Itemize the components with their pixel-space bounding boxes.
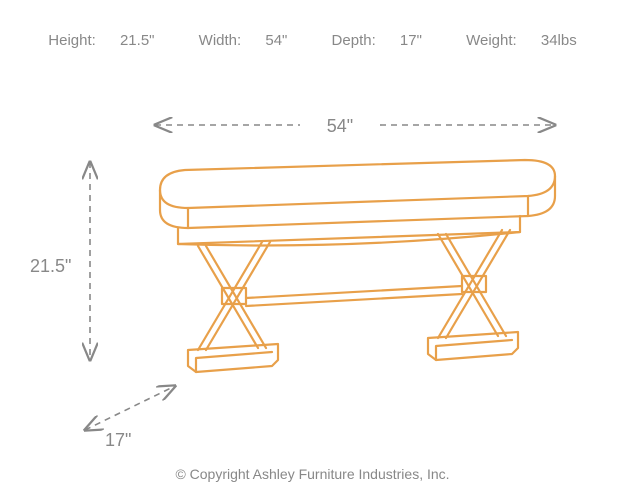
width-label: 54": [327, 116, 353, 136]
left-leg: [188, 242, 278, 372]
depth-label: 17": [105, 430, 131, 450]
bench-illustration: [160, 160, 555, 372]
copyright-text: © Copyright Ashley Furniture Industries,…: [0, 466, 625, 482]
width-arrow: 54": [155, 116, 555, 136]
height-label: 21.5": [30, 256, 71, 276]
depth-arrow: 17": [85, 386, 175, 450]
dimension-diagram: 54" 21.5" 17": [0, 0, 625, 500]
height-arrow: 21.5": [30, 162, 90, 360]
